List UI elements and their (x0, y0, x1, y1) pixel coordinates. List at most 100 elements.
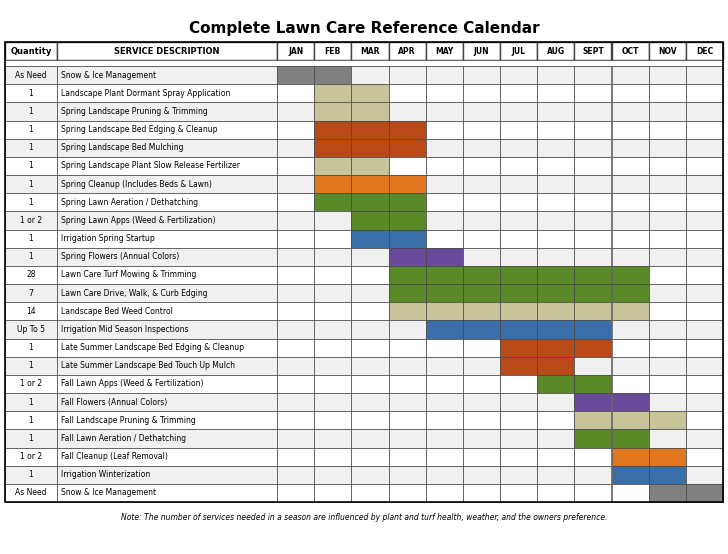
Bar (57, 302, 277, 320)
Bar (5, 338, 57, 357)
Bar (314, 466, 352, 484)
Bar (612, 448, 649, 466)
Bar (277, 229, 314, 248)
Text: 7: 7 (28, 289, 33, 297)
Bar (649, 338, 686, 357)
Bar (500, 175, 537, 193)
Bar (389, 375, 426, 393)
Bar (537, 121, 574, 138)
Bar (426, 320, 463, 338)
Bar (686, 484, 723, 502)
Bar (389, 138, 426, 157)
Bar (574, 121, 612, 138)
Bar (500, 448, 537, 466)
Bar (686, 357, 723, 375)
Text: NOV: NOV (658, 47, 676, 55)
Bar (314, 229, 352, 248)
Bar (500, 393, 537, 411)
Text: 1: 1 (28, 252, 33, 261)
Bar (57, 229, 277, 248)
Bar (277, 357, 314, 375)
Bar (389, 411, 426, 429)
Bar (57, 102, 277, 121)
Bar (463, 284, 500, 302)
Bar (277, 375, 314, 393)
Bar (612, 211, 649, 229)
Bar (500, 284, 537, 302)
Bar (277, 175, 314, 193)
Bar (537, 302, 574, 320)
Bar (352, 302, 389, 320)
Bar (574, 266, 612, 284)
Bar (389, 211, 426, 229)
Bar (649, 466, 686, 484)
Bar (277, 121, 314, 138)
Bar (612, 84, 649, 102)
Bar (612, 484, 649, 502)
Bar (686, 175, 723, 193)
Bar (649, 375, 686, 393)
Bar (574, 84, 612, 102)
Bar (574, 229, 612, 248)
Bar (649, 211, 686, 229)
Bar (57, 411, 277, 429)
Text: 1: 1 (28, 143, 33, 152)
Bar (463, 84, 500, 102)
Bar (463, 42, 500, 60)
Text: SEPT: SEPT (582, 47, 604, 55)
Bar (314, 193, 352, 211)
Bar (612, 284, 649, 302)
Bar (57, 484, 277, 502)
Bar (352, 193, 389, 211)
Bar (574, 157, 612, 175)
Bar (352, 320, 389, 338)
Bar (277, 284, 314, 302)
Bar (5, 248, 57, 266)
Bar (537, 484, 574, 502)
Bar (5, 175, 57, 193)
Bar (649, 484, 686, 502)
Bar (537, 448, 574, 466)
Bar (314, 429, 352, 448)
Bar (389, 302, 426, 320)
Bar (57, 248, 277, 266)
Bar (277, 338, 314, 357)
Bar (537, 175, 574, 193)
Text: Late Summer Landscape Bed Touch Up Mulch: Late Summer Landscape Bed Touch Up Mulch (61, 361, 235, 370)
Bar (426, 338, 463, 357)
Bar (352, 484, 389, 502)
Bar (537, 393, 574, 411)
Bar (314, 302, 352, 320)
Bar (500, 138, 537, 157)
Text: JAN: JAN (288, 47, 303, 55)
Bar (537, 66, 574, 84)
Bar (500, 320, 537, 338)
Text: 1: 1 (28, 361, 33, 370)
Bar (352, 393, 389, 411)
Bar (463, 138, 500, 157)
Bar (57, 375, 277, 393)
Bar (314, 121, 352, 138)
Text: 1: 1 (28, 107, 33, 116)
Bar (500, 484, 537, 502)
Bar (5, 60, 723, 66)
Bar (612, 266, 649, 284)
Bar (537, 266, 574, 284)
Bar (5, 229, 57, 248)
Bar (500, 121, 537, 138)
Bar (57, 42, 277, 60)
Bar (57, 320, 277, 338)
Bar (537, 338, 574, 357)
Bar (649, 266, 686, 284)
Bar (612, 429, 649, 448)
Bar (352, 102, 389, 121)
Bar (500, 411, 537, 429)
Bar (352, 157, 389, 175)
Bar (57, 448, 277, 466)
Bar (426, 375, 463, 393)
Bar (463, 175, 500, 193)
Bar (389, 42, 426, 60)
Bar (500, 229, 537, 248)
Bar (57, 157, 277, 175)
Text: 1: 1 (28, 179, 33, 188)
